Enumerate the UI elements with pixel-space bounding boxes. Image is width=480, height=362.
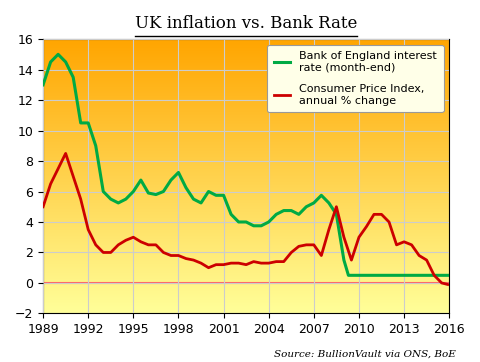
Legend: Bank of England interest
rate (month-end), Consumer Price Index,
annual % change: Bank of England interest rate (month-end…	[267, 45, 444, 112]
Text: Source: BullionVault via ONS, BoE: Source: BullionVault via ONS, BoE	[274, 349, 456, 358]
Title: UK inflation vs. Bank Rate: UK inflation vs. Bank Rate	[135, 15, 357, 32]
